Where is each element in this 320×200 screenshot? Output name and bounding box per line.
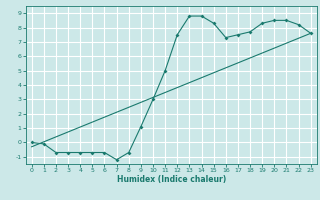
X-axis label: Humidex (Indice chaleur): Humidex (Indice chaleur)	[116, 175, 226, 184]
